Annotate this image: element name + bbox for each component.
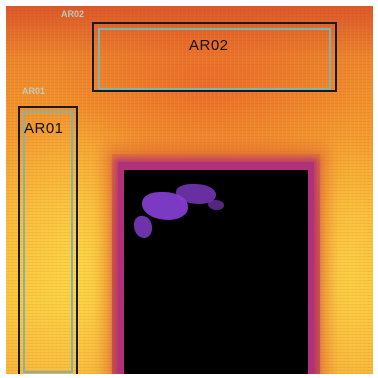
roi-ar02-label: AR02 — [189, 37, 229, 54]
roi-ar01-box[interactable]: AR01 — [18, 106, 78, 374]
roi-ar01-inner-border — [23, 111, 73, 373]
cold-doorway — [124, 170, 308, 374]
roi-ar02-tag: AR02 — [61, 9, 85, 19]
roi-ar02-inner-border — [98, 28, 331, 90]
thermal-image: AR02 AR02 AR01 AR01 — [6, 6, 373, 374]
cool-patch — [208, 200, 224, 210]
cool-patch — [134, 216, 152, 238]
top-warm-band — [6, 6, 373, 58]
roi-ar01-tag: AR01 — [22, 86, 46, 96]
roi-ar02-box[interactable]: AR02 — [92, 22, 337, 92]
roi-ar01-label: AR01 — [24, 120, 64, 137]
cool-patch — [176, 184, 216, 204]
